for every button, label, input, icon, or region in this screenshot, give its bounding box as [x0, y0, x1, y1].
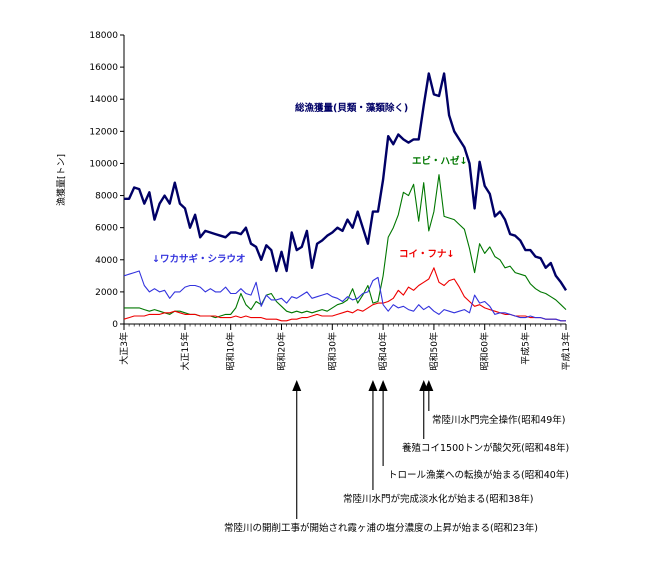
- y-tick-label: 16000: [89, 63, 118, 73]
- event-label: 常陸川水門が完成淡水化が始まる(昭和38年): [343, 493, 534, 505]
- x-tick-label: 昭和30年: [326, 332, 338, 370]
- y-tick-label: 2000: [95, 288, 118, 298]
- y-axis-label: 漁獲量[トン]: [55, 154, 67, 206]
- y-tick-label: 8000: [95, 192, 118, 202]
- series-label-1: エビ・ハゼ↓: [412, 155, 467, 167]
- series-layer: [123, 72, 568, 322]
- event-label: 養殖コイ1500トンが酸欠死(昭和48年): [402, 442, 569, 454]
- x-tick-label: 昭和40年: [377, 332, 389, 370]
- event-annotation-layer: 常陸川の開削工事が開始され霞ヶ浦の塩分濃度の上昇が始まる(昭和23年) 常陸川水門…: [224, 380, 569, 534]
- x-tick-label: 平成13年: [560, 332, 572, 370]
- event-arrow-head: [424, 380, 434, 391]
- series-label-layer: 総漁獲量(貝類・藻類除く) エビ・ハゼ↓ コイ・フナ↓ ↓ワカサギ・シラウオ: [152, 102, 467, 265]
- series-label-3: ↓ワカサギ・シラウオ: [152, 253, 245, 265]
- y-tick-label: 18000: [89, 31, 118, 41]
- x-tick-label: 大正15年: [179, 332, 191, 370]
- y-tick-label: 10000: [89, 159, 118, 169]
- x-tick-label: 昭和10年: [225, 332, 237, 370]
- y-tick-label: 6000: [95, 224, 118, 234]
- event-arrow-head: [378, 380, 388, 391]
- x-tick-label: 昭和60年: [479, 332, 491, 370]
- event-label: 常陸川の開削工事が開始され霞ヶ浦の塩分濃度の上昇が始まる(昭和23年): [224, 522, 538, 534]
- event-arrow-head: [292, 380, 302, 391]
- y-tick-label: 12000: [89, 127, 118, 137]
- series-label-2: コイ・フナ↓: [399, 249, 454, 260]
- y-tick-label: 4000: [95, 256, 118, 266]
- series-line-0: [124, 72, 568, 291]
- axes-layer: 0 2000 4000 6000 8000 10000 12000 14000 16000 180…: [89, 31, 572, 370]
- series-line-1: [124, 174, 567, 319]
- y-tick-label: 0: [112, 320, 118, 330]
- event-label: トロール漁業への転換が始まる(昭和40年): [388, 469, 569, 481]
- x-tick-label: 大正3年: [118, 332, 130, 365]
- series-label-0: 総漁獲量(貝類・藻類除く): [295, 102, 408, 114]
- event-label: 常陸川水門完全操作(昭和49年): [432, 414, 566, 426]
- y-tick-label: 14000: [89, 95, 118, 105]
- x-tick-label: 昭和20年: [275, 332, 287, 370]
- series-line-3: [123, 270, 566, 322]
- event-arrow-head: [368, 380, 378, 391]
- x-tick-label: 昭和50年: [428, 332, 440, 370]
- x-tick-label: 平成5年: [519, 332, 531, 365]
